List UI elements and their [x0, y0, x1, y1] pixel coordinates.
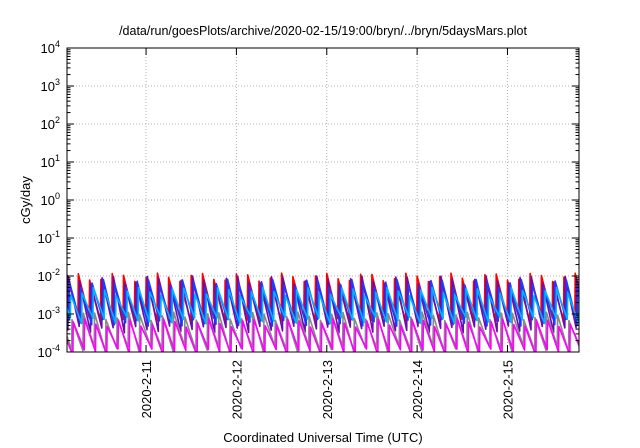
axis-ticks: 10-4 10-3 10-2 10-1 100 101 102 103 104 2020-2-11… — [38, 39, 579, 419]
x-tick-label: 2020-2-14 — [410, 360, 425, 419]
x-tick-label: 2020-2-11 — [139, 360, 154, 418]
data-series — [67, 272, 579, 352]
x-axis-label: Coordinated Universal Time (UTC) — [223, 430, 422, 445]
y-tick-label: 100 — [41, 191, 60, 208]
chart-title: /data/run/goesPlots/archive/2020-02-15/1… — [119, 24, 527, 38]
grid-lines — [67, 48, 579, 352]
y-tick-label: 102 — [41, 115, 60, 132]
y-axis-label: cGy/day — [18, 176, 33, 224]
y-tick-label: 10-2 — [38, 267, 60, 284]
y-tick-label: 10-1 — [38, 229, 60, 246]
y-tick-label: 104 — [41, 39, 60, 56]
x-tick-label: 2020-2-12 — [229, 360, 244, 419]
y-tick-label: 10-4 — [38, 343, 60, 360]
y-tick-label: 103 — [41, 77, 60, 94]
y-tick-label: 10-3 — [38, 305, 60, 322]
series-line — [67, 278, 579, 327]
series-line — [67, 317, 579, 352]
x-tick-label: 2020-2-13 — [320, 360, 335, 419]
series-line — [67, 286, 579, 325]
y-tick-label: 101 — [41, 153, 60, 170]
x-tick-label: 2020-2-15 — [500, 360, 515, 419]
